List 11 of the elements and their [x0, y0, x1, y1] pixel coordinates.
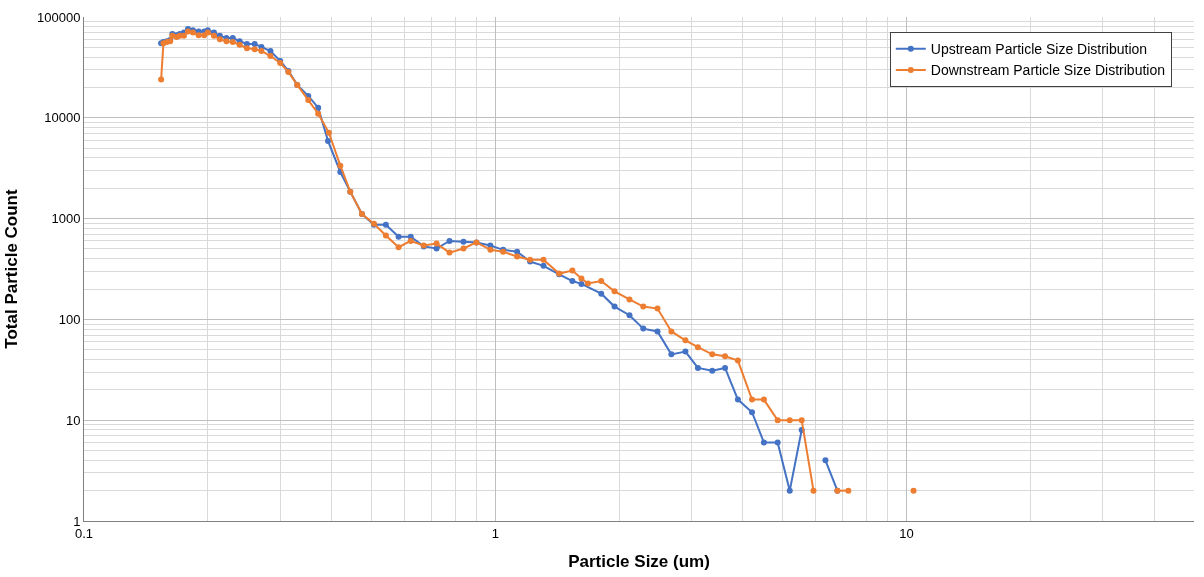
x-tick-label: 1 [491, 525, 499, 541]
legend-label: Downstream Particle Size Distribution [930, 62, 1165, 79]
y-tick-label: 10000 [44, 110, 81, 126]
y-tick-label: 100 [58, 311, 81, 327]
x-axis-title: Particle Size (um) [568, 552, 710, 571]
y-tick-label: 10 [65, 412, 81, 428]
y-tick-label: 100000 [37, 9, 81, 25]
legend-label: Upstream Particle Size Distribution [930, 41, 1148, 58]
y-tick-label: 1000 [51, 211, 81, 227]
x-tick-label: 10 [899, 525, 914, 541]
y-axis-title: Total Particle Count [1, 189, 21, 349]
